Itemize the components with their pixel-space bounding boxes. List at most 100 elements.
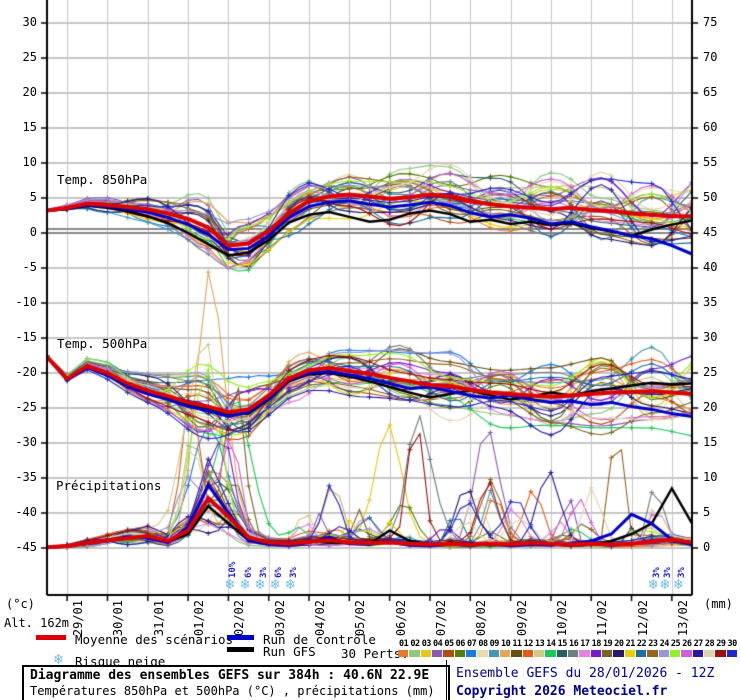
snowflake-icon: ❄: [240, 575, 250, 593]
perturbation-swatch: [567, 650, 579, 657]
perturbation-swatch: [658, 650, 669, 657]
perturbation-swatch: [669, 650, 681, 657]
perturbation-swatch: [613, 650, 624, 657]
right-axis-tick-label: 25: [703, 365, 718, 379]
date-tick-label: 29/01: [71, 600, 86, 637]
date-tick-label: 31/01: [151, 600, 166, 637]
panel-label-temp500: Temp. 500hPa: [57, 336, 148, 351]
perturbation-number: 20: [614, 639, 624, 649]
date-tick-label: 04/02: [313, 600, 328, 637]
perturbation-number: 21: [625, 639, 636, 649]
perturbation-swatch: [511, 650, 522, 657]
date-tick-label: 08/02: [474, 600, 489, 637]
left-axis-tick-label: -45: [15, 540, 37, 554]
snowflake-icon: ❄: [660, 575, 670, 593]
perturbation-number: 28: [704, 639, 715, 649]
copyright-label: Copyright 2026 Meteociel.fr: [456, 684, 668, 699]
perturbation-number: 27: [693, 639, 704, 649]
date-tick-label: 12/02: [635, 600, 650, 637]
perturbation-swatch: [545, 650, 556, 657]
legend-control-label: Run de contrôle: [263, 632, 376, 647]
perturbation-swatch: [556, 650, 567, 657]
perturbation-number: 13: [534, 639, 545, 649]
right-axis-tick-label: 75: [703, 15, 718, 29]
right-axis-tick-label: 35: [703, 295, 718, 309]
legend-gfs-label: Run GFS: [263, 644, 316, 659]
right-axis-tick-label: 55: [703, 155, 718, 169]
perturbation-legend: 01 02 03 04 05 06 07 08 09 10 11 12 13 14 15 16 17 18 19 20…: [398, 639, 738, 657]
perturbation-number: 11: [512, 639, 522, 649]
left-axis-tick-label: -5: [22, 260, 37, 274]
perturbation-swatch: [601, 650, 613, 657]
altitude-label: Alt. 162m: [4, 616, 70, 630]
right-axis-tick-label: 50: [703, 190, 718, 204]
perturbation-number: 15: [557, 639, 568, 649]
perturbation-color-swatches: [398, 650, 738, 657]
perturbation-number: 03: [421, 639, 432, 649]
date-tick-label: 09/02: [514, 600, 529, 637]
snowflake-icon: ❄: [648, 575, 658, 593]
right-axis-unit-label: (mm): [704, 597, 733, 611]
date-tick-label: 11/02: [595, 600, 610, 637]
right-axis-tick-label: 20: [703, 400, 718, 414]
perturbation-number: 05: [444, 639, 454, 649]
date-tick-label: 05/02: [353, 600, 368, 637]
left-axis-tick-label: 10: [22, 155, 37, 169]
left-axis-tick-label: -20: [15, 365, 37, 379]
perturbation-swatch: [431, 650, 443, 657]
perturbation-number: 14: [546, 639, 556, 649]
perturbation-swatch: [443, 650, 454, 657]
perturbation-swatch: [703, 650, 715, 657]
mean-line-swatch: [36, 635, 66, 640]
snowflake-icon: ❄: [255, 575, 265, 593]
perturbation-number: 19: [602, 639, 613, 649]
perturbation-swatch: [635, 650, 647, 657]
date-tick-label: 10/02: [554, 600, 569, 637]
left-axis-tick-label: 5: [29, 190, 37, 204]
perturbation-swatch: [398, 650, 409, 657]
right-axis-tick-label: 0: [703, 540, 711, 554]
snowflake-icon: ❄: [54, 650, 64, 668]
perturbation-number: 07: [467, 639, 477, 649]
date-tick-label: 02/02: [232, 600, 247, 637]
left-axis-tick-label: 20: [22, 85, 37, 99]
perturbation-swatch: [409, 650, 420, 657]
perturbation-number: 09: [489, 639, 500, 649]
perturbation-swatch: [488, 650, 499, 657]
legend-mean-label: Moyenne des scénarios: [75, 632, 234, 647]
run-info-label: Ensemble GEFS du 28/01/2026 - 12Z: [456, 666, 715, 681]
right-axis-tick-label: 15: [703, 435, 718, 449]
left-axis-tick-label: -15: [15, 330, 37, 344]
perturbation-swatch: [579, 650, 590, 657]
perturbation-number: 23: [648, 639, 658, 649]
perturbation-number: 26: [682, 639, 692, 649]
left-axis-tick-label: 0: [29, 225, 37, 239]
right-axis-tick-label: 40: [703, 260, 718, 274]
date-tick-label: 06/02: [393, 600, 408, 637]
perturbation-number: 22: [636, 639, 647, 649]
perturbation-swatch: [420, 650, 431, 657]
right-axis-tick-label: 60: [703, 120, 718, 134]
perturbation-swatch: [726, 650, 737, 657]
snowflake-icon: ❄: [285, 575, 295, 593]
legend-perts-label: 30 Perts.: [341, 646, 409, 661]
perturbation-numbers: 01 02 03 04 05 06 07 08 09 10 11 12 13 14 15 16 17 18 19 20…: [398, 639, 738, 649]
right-axis-tick-label: 10: [703, 470, 718, 484]
perturbation-number: 17: [580, 639, 590, 649]
date-tick-label: 03/02: [272, 600, 287, 637]
perturbation-number: 02: [410, 639, 420, 649]
perturbation-swatch: [590, 650, 601, 657]
date-tick-label: 30/01: [111, 600, 126, 637]
right-axis-tick-label: 70: [703, 50, 718, 64]
panel-label-precip: Précipitations: [56, 478, 162, 493]
chart-title: Diagramme des ensembles GEFS sur 384h : …: [30, 668, 430, 683]
perturbation-swatch: [454, 650, 465, 657]
right-axis-tick-label: 45: [703, 225, 718, 239]
left-axis-tick-label: -35: [15, 470, 37, 484]
right-axis-tick-label: 5: [703, 505, 711, 519]
left-axis-tick-label: 15: [22, 120, 37, 134]
left-axis-unit-label: (°c): [6, 597, 35, 611]
left-axis-tick-label: 30: [22, 15, 37, 29]
perturbation-number: 16: [568, 639, 579, 649]
